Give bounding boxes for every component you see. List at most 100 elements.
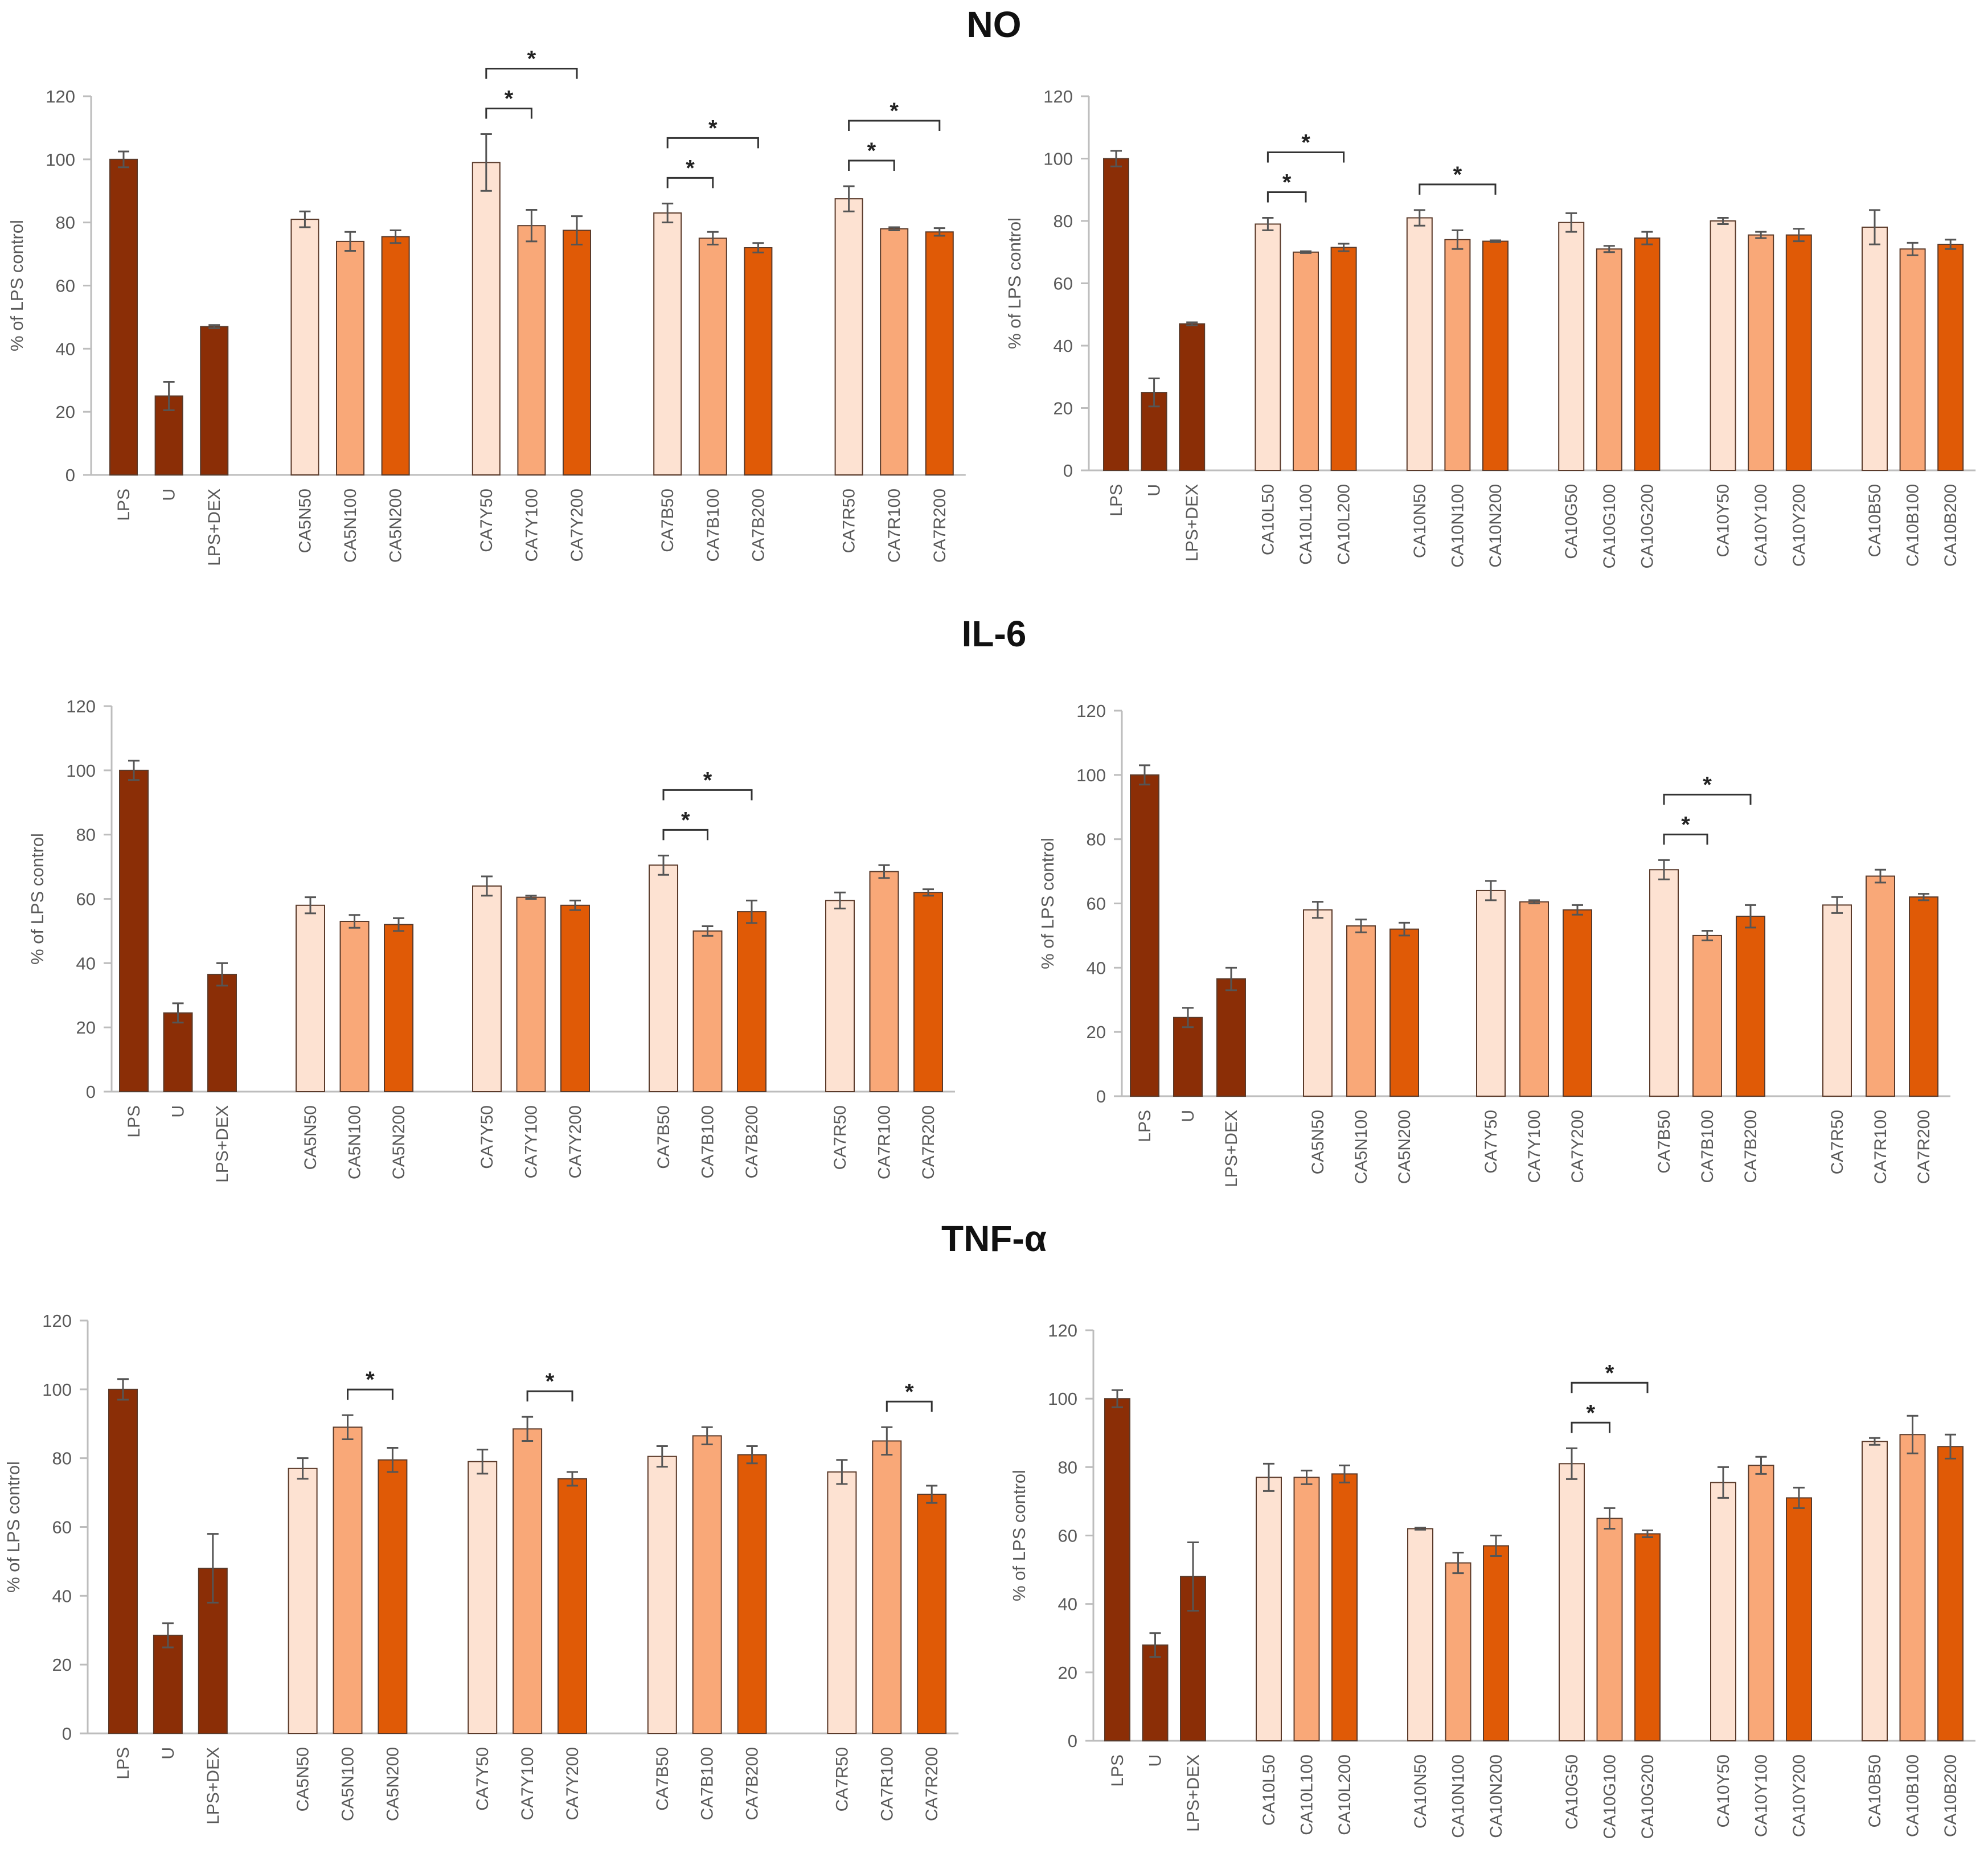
category-label: CA10B50 — [1866, 1754, 1884, 1827]
bar — [1558, 222, 1585, 471]
category-label: CA10N200 — [1486, 484, 1505, 568]
category-label: CA10B50 — [1866, 484, 1884, 557]
category-label: LPS+DEX — [213, 1105, 232, 1183]
bar — [336, 240, 364, 475]
bar — [1104, 1398, 1130, 1742]
bar — [516, 896, 546, 1093]
bar — [1293, 251, 1319, 471]
y-tick-label: 120 — [1048, 1321, 1077, 1340]
bar — [563, 229, 591, 475]
bar — [1866, 875, 1895, 1097]
y-tick-label: 40 — [1058, 1594, 1077, 1614]
significance-star: * — [1282, 170, 1292, 195]
category-label: CA10L200 — [1335, 484, 1354, 565]
y-tick-label: 80 — [1054, 211, 1073, 231]
category-label: CA10N100 — [1449, 1754, 1468, 1838]
significance-bracket — [526, 1390, 573, 1402]
y-tick-label: 60 — [1054, 274, 1073, 294]
chart-panel: 0 20 40 60 80 100 120 % of LPS control LPS U LPS+D… — [3, 1311, 959, 1825]
bar — [1179, 323, 1206, 471]
bar — [339, 920, 370, 1093]
category-label: LPS — [125, 1105, 144, 1138]
bar — [290, 219, 319, 475]
y-tick-label: 40 — [1087, 958, 1106, 978]
bar — [1909, 896, 1938, 1097]
category-label: CA5N50 — [296, 489, 314, 553]
bar — [1142, 1644, 1169, 1741]
category-label: CA7R100 — [1871, 1110, 1890, 1184]
significance-bracket — [1266, 191, 1307, 203]
bar — [558, 1478, 587, 1735]
category-label: CA7R100 — [878, 1747, 896, 1821]
bar — [737, 1454, 767, 1734]
category-label: CA10Y50 — [1714, 1754, 1733, 1827]
y-tick-label: 100 — [1043, 149, 1073, 169]
bar — [472, 885, 502, 1093]
category-label: CA7Y50 — [473, 1747, 492, 1811]
category-label: CA10B100 — [1904, 1754, 1923, 1837]
significance-star: * — [1301, 130, 1310, 155]
bar — [1216, 978, 1246, 1097]
y-tick-label: 0 — [62, 1724, 72, 1744]
category-label: CA7B50 — [658, 489, 677, 552]
y-tick-label: 60 — [1058, 1526, 1077, 1546]
significance-bracket — [1571, 1421, 1610, 1433]
category-label: CA7Y100 — [518, 1747, 537, 1820]
category-label: CA7R200 — [931, 489, 949, 563]
bar — [1785, 234, 1812, 471]
bar — [381, 236, 410, 475]
bar — [917, 1494, 947, 1735]
bar — [827, 1471, 857, 1734]
category-label: CA10N50 — [1411, 1754, 1430, 1828]
bar — [1786, 1497, 1812, 1742]
y-tick-label: 40 — [56, 339, 75, 359]
bar — [384, 924, 413, 1092]
category-label: CA7R50 — [831, 1105, 850, 1170]
section-title-il6: IL-6 — [961, 613, 1027, 654]
significance-star: * — [1605, 1360, 1614, 1385]
y-tick-label: 60 — [56, 276, 75, 296]
y-tick-label: 0 — [1063, 461, 1073, 481]
category-label: U — [1145, 484, 1164, 497]
bar — [1710, 1482, 1736, 1742]
category-label: CA10N100 — [1448, 484, 1467, 568]
y-axis-title: % of LPS control — [1009, 1470, 1029, 1601]
bar — [1407, 1528, 1433, 1742]
category-label: CA7Y200 — [1568, 1110, 1587, 1183]
section-title-no: NO — [966, 4, 1022, 45]
category-label: CA7B50 — [654, 1105, 673, 1169]
category-label: CA10G200 — [1638, 1754, 1657, 1839]
bar — [880, 228, 909, 475]
bar — [698, 237, 727, 475]
category-label: CA10Y50 — [1714, 484, 1733, 557]
significance-bracket — [1419, 183, 1497, 195]
category-label: CA7R50 — [833, 1747, 851, 1811]
y-tick-label: 100 — [1048, 1389, 1077, 1409]
bar — [1293, 1477, 1320, 1742]
y-tick-label: 80 — [1087, 830, 1106, 850]
significance-star: * — [686, 155, 695, 181]
category-label: CA7Y200 — [563, 1747, 582, 1820]
chart-panel: 0 20 40 60 80 100 120 % of LPS control LPS U LPS+D… — [27, 696, 955, 1183]
category-label: CA10G100 — [1601, 1754, 1620, 1839]
bar — [560, 904, 590, 1092]
category-label: CA5N100 — [346, 1105, 364, 1179]
bar — [108, 1388, 138, 1734]
significance-star: * — [1681, 812, 1690, 837]
significance-star: * — [505, 87, 514, 112]
bar — [1483, 1545, 1509, 1741]
category-label: CA10B200 — [1941, 1754, 1960, 1837]
significance-star: * — [867, 138, 876, 163]
y-tick-label: 20 — [52, 1655, 72, 1675]
category-label: CA7B100 — [698, 1747, 717, 1820]
bar — [1519, 901, 1549, 1097]
significance-bracket — [347, 1388, 393, 1400]
y-axis-title: % of LPS control — [1005, 218, 1024, 349]
y-tick-label: 60 — [52, 1518, 72, 1538]
bar — [200, 326, 229, 476]
bar — [207, 974, 237, 1093]
category-label: CA10Y100 — [1752, 484, 1770, 567]
bar — [1596, 1518, 1623, 1741]
category-label: CA7Y50 — [477, 489, 496, 552]
